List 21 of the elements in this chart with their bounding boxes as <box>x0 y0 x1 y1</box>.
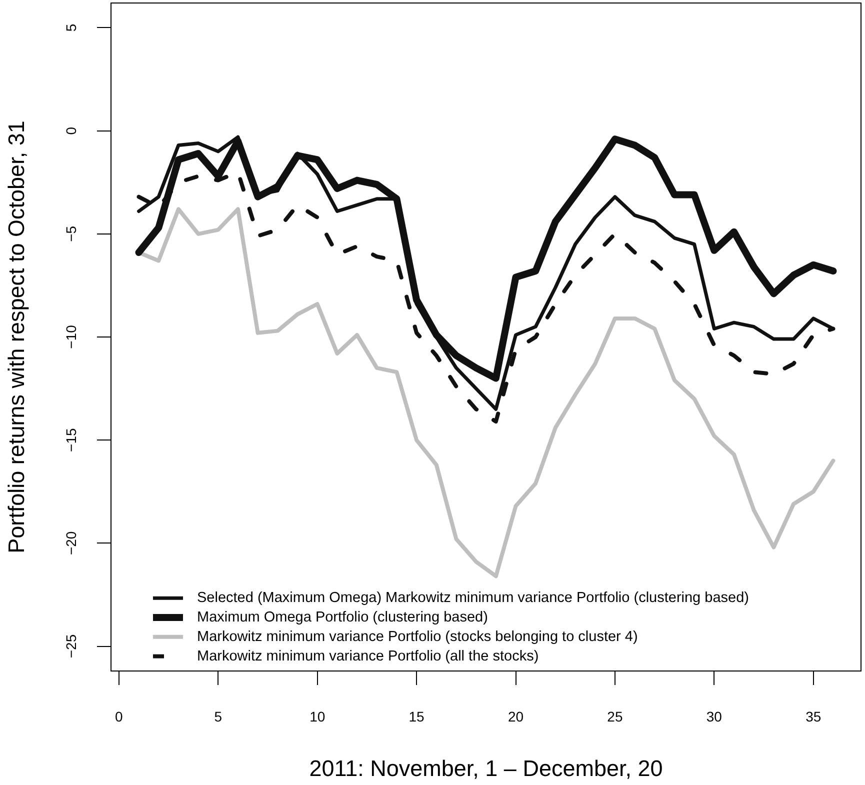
y-tick-label: −10 <box>62 324 79 349</box>
y-axis-title: Portfolio returns with respect to October, 31 <box>4 120 30 554</box>
x-tick-label: 30 <box>706 708 722 724</box>
legend-label: Maximum Omega Portfolio (clustering based) <box>197 610 488 626</box>
y-tick-label: 0 <box>62 126 79 135</box>
x-tick-label: 15 <box>408 708 425 724</box>
x-axis-title: 2011: November, 1 – December, 20 <box>309 756 663 782</box>
y-tick-label: −5 <box>62 226 79 242</box>
x-tick-label: 5 <box>214 708 222 724</box>
y-tick-label: −25 <box>62 634 79 658</box>
y-tick-label: −15 <box>62 428 79 452</box>
x-tick-label: 10 <box>310 708 326 724</box>
x-tick-label: 35 <box>806 708 822 724</box>
legend-label: Markowitz minimum variance Portfolio (stocks belonging to cluster 4) <box>197 628 638 645</box>
y-tick-label: 5 <box>62 24 79 32</box>
x-tick-label: 20 <box>508 708 524 724</box>
legend-label: Selected (Maximum Omega) Markowitz minimum variance Portfolio (clustering based) <box>197 590 749 606</box>
legend-label: Markowitz minimum variance Portfolio (all the stocks) <box>197 648 539 664</box>
x-tick-label: 0 <box>115 708 124 724</box>
x-tick-label: 25 <box>607 708 623 724</box>
y-tick-label: −20 <box>62 531 79 556</box>
